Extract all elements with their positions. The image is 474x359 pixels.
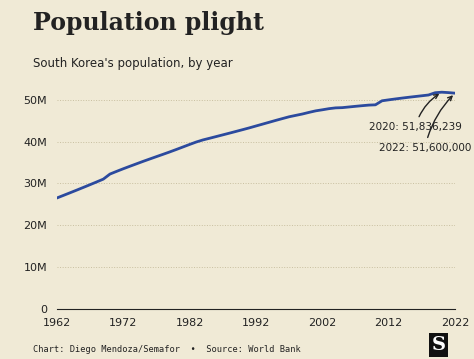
Text: S: S — [431, 336, 446, 354]
Text: Population plight: Population plight — [33, 11, 264, 35]
Text: 2022: 51,600,000: 2022: 51,600,000 — [379, 96, 471, 153]
Text: Chart: Diego Mendoza/Semafor  •  Source: World Bank: Chart: Diego Mendoza/Semafor • Source: W… — [33, 345, 301, 354]
Text: South Korea's population, by year: South Korea's population, by year — [33, 57, 233, 70]
Text: 2020: 51,836,239: 2020: 51,836,239 — [369, 94, 462, 132]
